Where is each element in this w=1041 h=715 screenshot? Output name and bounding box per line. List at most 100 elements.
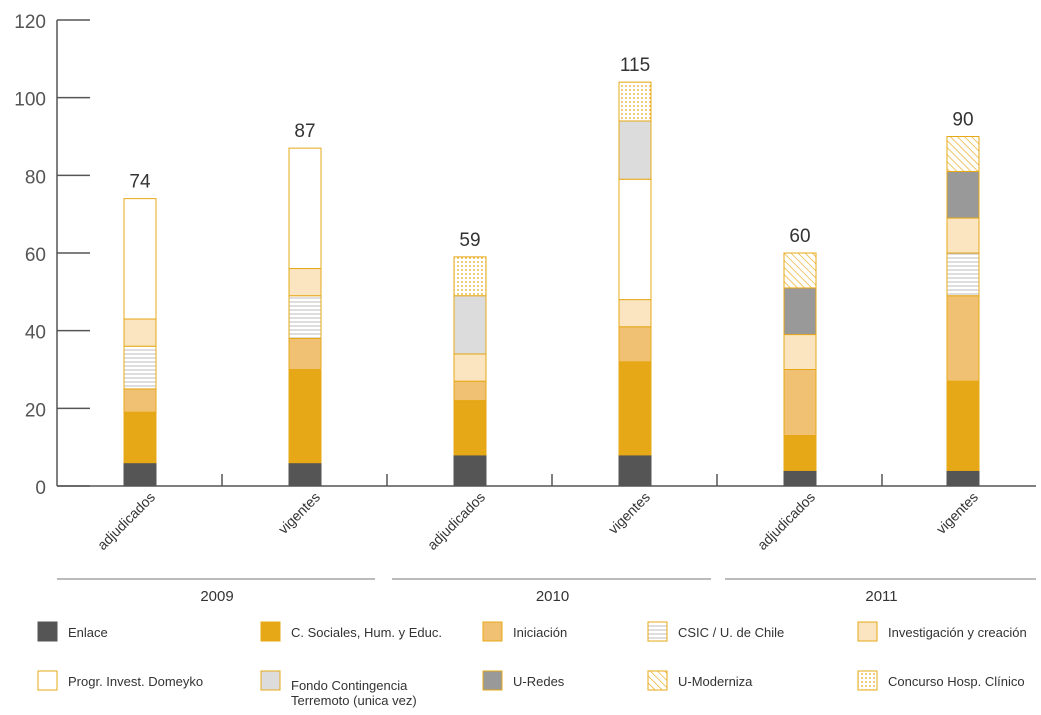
bar-segment [453, 380, 487, 402]
legend-swatch [857, 670, 878, 691]
legend-label: Iniciación [513, 625, 567, 640]
legend-item: Progr. Invest. Domeyko [37, 670, 203, 691]
bar-segment [288, 369, 322, 464]
legend-label: C. Sociales, Hum. y Educ. [291, 625, 442, 640]
bar-segment [618, 454, 652, 487]
x-tick-label: vigentes [275, 489, 323, 537]
bar-segment [453, 256, 487, 297]
legend: Enlace C. Sociales, Hum. y Educ. Iniciació… [37, 621, 1027, 708]
y-axis: 0 20 40 60 80 100 120 [14, 12, 90, 499]
bar-total-label: 90 [952, 110, 973, 131]
bar-segment [783, 469, 817, 487]
bar-segment [946, 469, 980, 487]
y-tick-label: 60 [25, 245, 46, 266]
y-tick-label: 20 [25, 400, 46, 421]
x-tick-label: vigentes [933, 489, 981, 537]
bar-segment [783, 252, 817, 289]
legend-item: Investigación y creación [857, 621, 1027, 642]
group-label: 2010 [536, 588, 569, 605]
bar-segment [946, 217, 980, 254]
bar-segment [946, 380, 980, 471]
legend-item: U-Moderniza [647, 670, 753, 691]
bar-segment [946, 295, 980, 382]
y-tick-label: 40 [25, 323, 46, 344]
bar-stack [288, 147, 322, 487]
bar-segment [618, 120, 652, 180]
legend-item: Iniciación [482, 621, 567, 642]
x-tick-label: adjudicados [94, 489, 158, 553]
legend-item: Enlace [37, 621, 108, 642]
bar-segment [123, 345, 157, 390]
bar-segment [123, 411, 157, 464]
bar-segment [453, 353, 487, 382]
bar-segment [453, 295, 487, 355]
bar-segment [123, 198, 157, 320]
bar-segment [783, 287, 817, 336]
bar-stack [946, 136, 980, 487]
y-tick-label: 0 [35, 478, 46, 499]
legend-swatch [857, 621, 878, 642]
legend-label: Investigación y creación [888, 625, 1027, 640]
x-tick-label: adjudicados [424, 489, 488, 553]
legend-swatch [37, 670, 58, 691]
bar-stack [123, 198, 157, 487]
bar-total-label: 115 [620, 55, 650, 76]
bar-segment [288, 268, 322, 297]
bar-segment [946, 252, 980, 297]
legend-label: CSIC / U. de Chile [678, 625, 784, 640]
y-tick-label: 120 [14, 12, 46, 33]
legend-swatch [260, 621, 281, 642]
bar-segment [618, 299, 652, 328]
bar-total-label: 74 [129, 172, 151, 193]
legend-label: Enlace [68, 625, 108, 640]
legend-label: U-Moderniza [678, 674, 753, 689]
bar-segment [123, 318, 157, 347]
bar-segment [288, 147, 322, 270]
group-label: 2011 [865, 588, 897, 605]
bar-stack [618, 81, 652, 487]
bar-total-label: 60 [789, 226, 810, 247]
bar-stack [783, 252, 817, 487]
bar-total-label: 87 [294, 121, 315, 142]
y-tick-label: 80 [25, 167, 46, 188]
legend-swatch [37, 621, 58, 642]
bar-segment [123, 388, 157, 413]
bar-segment [783, 369, 817, 437]
legend-label: U-Redes [513, 674, 565, 689]
bar-segment [618, 361, 652, 456]
group-label: 2009 [200, 588, 233, 605]
bar-segment [453, 400, 487, 456]
legend-item: CSIC / U. de Chile [647, 621, 784, 642]
bar-stack [453, 256, 487, 487]
bar-segment [453, 454, 487, 487]
bar-segment [288, 295, 322, 339]
bar-segment [288, 337, 322, 370]
x-tick-label: adjudicados [754, 489, 818, 553]
x-axis: adjudicados vigentes adjudicados vigentes ad… [57, 474, 1036, 605]
bar-segment [123, 462, 157, 487]
legend-label: Progr. Invest. Domeyko [68, 674, 203, 689]
legend-label: Concurso Hosp. Clínico [888, 674, 1025, 689]
legend-swatch [482, 621, 503, 642]
legend-item: Fondo Contingencia Terremoto (unica vez) [260, 670, 417, 708]
bar-segment [288, 462, 322, 487]
legend-item: C. Sociales, Hum. y Educ. [260, 621, 442, 642]
bar-segment [618, 326, 652, 363]
legend-swatch [647, 621, 668, 642]
bars: 74 87 59 115 60 90 [123, 55, 980, 487]
bar-segment [618, 178, 652, 301]
x-tick-label: vigentes [605, 489, 653, 537]
bar-segment [946, 136, 980, 172]
bar-segment [783, 334, 817, 370]
legend-label: Fondo Contingencia Terremoto (unica vez) [291, 678, 417, 708]
legend-swatch [260, 670, 281, 691]
bar-segment [618, 81, 652, 122]
y-tick-label: 100 [14, 90, 46, 111]
bar-total-label: 59 [459, 230, 480, 251]
legend-swatch [647, 670, 668, 691]
bar-segment [946, 170, 980, 219]
legend-swatch [482, 670, 503, 691]
legend-item: Concurso Hosp. Clínico [857, 670, 1025, 691]
bar-segment [783, 435, 817, 471]
